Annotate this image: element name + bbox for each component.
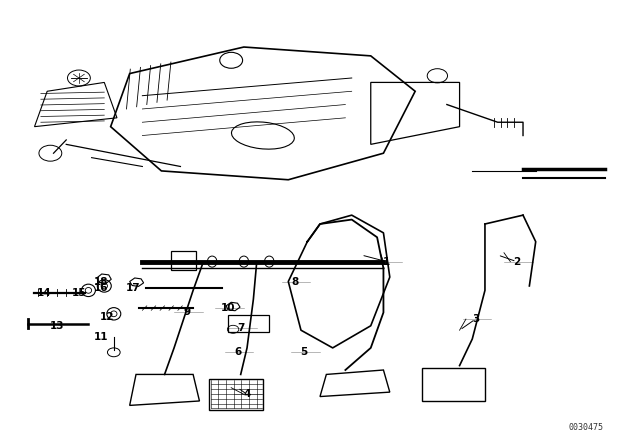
Bar bbox=[171, 250, 196, 271]
Text: 4: 4 bbox=[243, 389, 251, 399]
Text: 12: 12 bbox=[100, 312, 115, 322]
Bar bbox=[209, 379, 263, 410]
Text: 0030475: 0030475 bbox=[569, 423, 604, 432]
Text: 16: 16 bbox=[94, 283, 108, 293]
Text: 11: 11 bbox=[94, 332, 108, 342]
Text: 14: 14 bbox=[36, 288, 51, 297]
Text: 9: 9 bbox=[183, 307, 190, 318]
Text: 1: 1 bbox=[383, 257, 390, 267]
Bar bbox=[422, 368, 485, 401]
Bar bbox=[228, 314, 269, 332]
Text: 17: 17 bbox=[125, 283, 140, 293]
Text: 7: 7 bbox=[237, 323, 244, 333]
Text: 2: 2 bbox=[513, 257, 520, 267]
Text: 5: 5 bbox=[301, 347, 308, 358]
Text: 10: 10 bbox=[221, 303, 236, 313]
Text: 18: 18 bbox=[94, 276, 108, 287]
Text: 8: 8 bbox=[291, 276, 298, 287]
Text: 15: 15 bbox=[72, 288, 86, 297]
Text: 13: 13 bbox=[49, 321, 64, 331]
Text: 3: 3 bbox=[472, 314, 479, 324]
Text: 6: 6 bbox=[234, 347, 241, 358]
